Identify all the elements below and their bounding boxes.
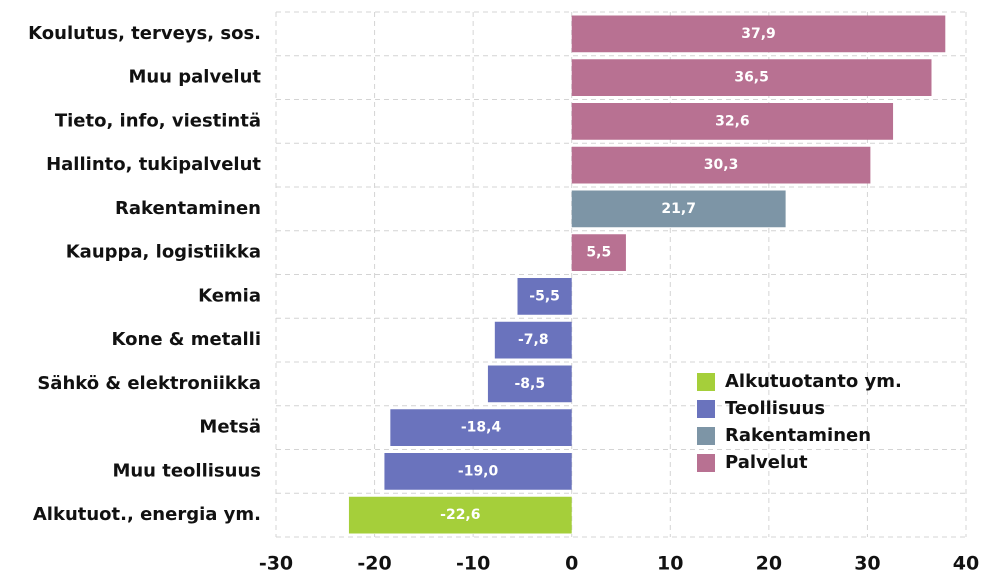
data-label: 32,6 (715, 113, 750, 129)
y-tick-label: Kone & metalli (112, 329, 261, 350)
bar (571, 103, 894, 140)
bar (571, 15, 946, 53)
x-tick-label: -10 (456, 553, 490, 575)
data-label: -19,0 (458, 463, 499, 479)
data-label: 5,5 (586, 245, 611, 261)
data-label: -18,4 (461, 420, 502, 436)
data-label: -7,8 (518, 332, 549, 348)
data-label: 36,5 (734, 70, 769, 86)
y-tick-label: Tieto, info, viestintä (55, 110, 261, 131)
x-tick-label: 30 (854, 553, 880, 575)
x-tick-label: 0 (565, 553, 578, 575)
x-tick-label: 10 (657, 553, 683, 575)
data-label: 21,7 (661, 201, 696, 217)
data-label: -22,6 (440, 507, 480, 523)
legend-swatch (697, 373, 715, 391)
x-tick-label: -30 (259, 553, 293, 575)
bar (487, 365, 572, 403)
y-tick-label: Kemia (198, 285, 261, 306)
y-tick-label: Hallinto, tukipalvelut (46, 154, 261, 175)
x-tick-label: 40 (953, 553, 979, 575)
data-label: -5,5 (529, 288, 560, 304)
y-tick-label: Muu teollisuus (112, 460, 261, 481)
bar (494, 321, 572, 359)
x-tick-label: 20 (756, 553, 782, 575)
legend-swatch (697, 427, 715, 445)
bar (384, 453, 572, 490)
bar (517, 278, 572, 315)
bar (571, 59, 932, 96)
bar (571, 146, 871, 184)
legend-label: Rakentaminen (725, 425, 871, 446)
legend-label: Teollisuus (725, 398, 825, 419)
bar (571, 190, 786, 228)
y-tick-label: Kauppa, logistiikka (66, 242, 261, 263)
data-label: 30,3 (704, 157, 739, 173)
legend-label: Palvelut (725, 452, 808, 473)
legend-swatch (697, 454, 715, 472)
y-tick-label: Alkutuot., energia ym. (33, 504, 261, 525)
y-tick-label: Koulutus, terveys, sos. (28, 23, 261, 44)
legend-label: Alkutuotanto ym. (725, 371, 902, 392)
y-tick-label: Sähkö & elektroniikka (37, 373, 261, 394)
y-tick-label: Rakentaminen (115, 198, 261, 219)
bar (348, 496, 572, 534)
data-label: -8,5 (515, 376, 546, 392)
legend-swatch (697, 400, 715, 418)
x-tick-label: -20 (357, 553, 391, 575)
data-label: 37,9 (741, 26, 776, 42)
bar (390, 409, 572, 446)
bar (571, 234, 626, 271)
y-tick-label: Metsä (199, 417, 261, 438)
y-tick-label: Muu palvelut (128, 67, 261, 88)
